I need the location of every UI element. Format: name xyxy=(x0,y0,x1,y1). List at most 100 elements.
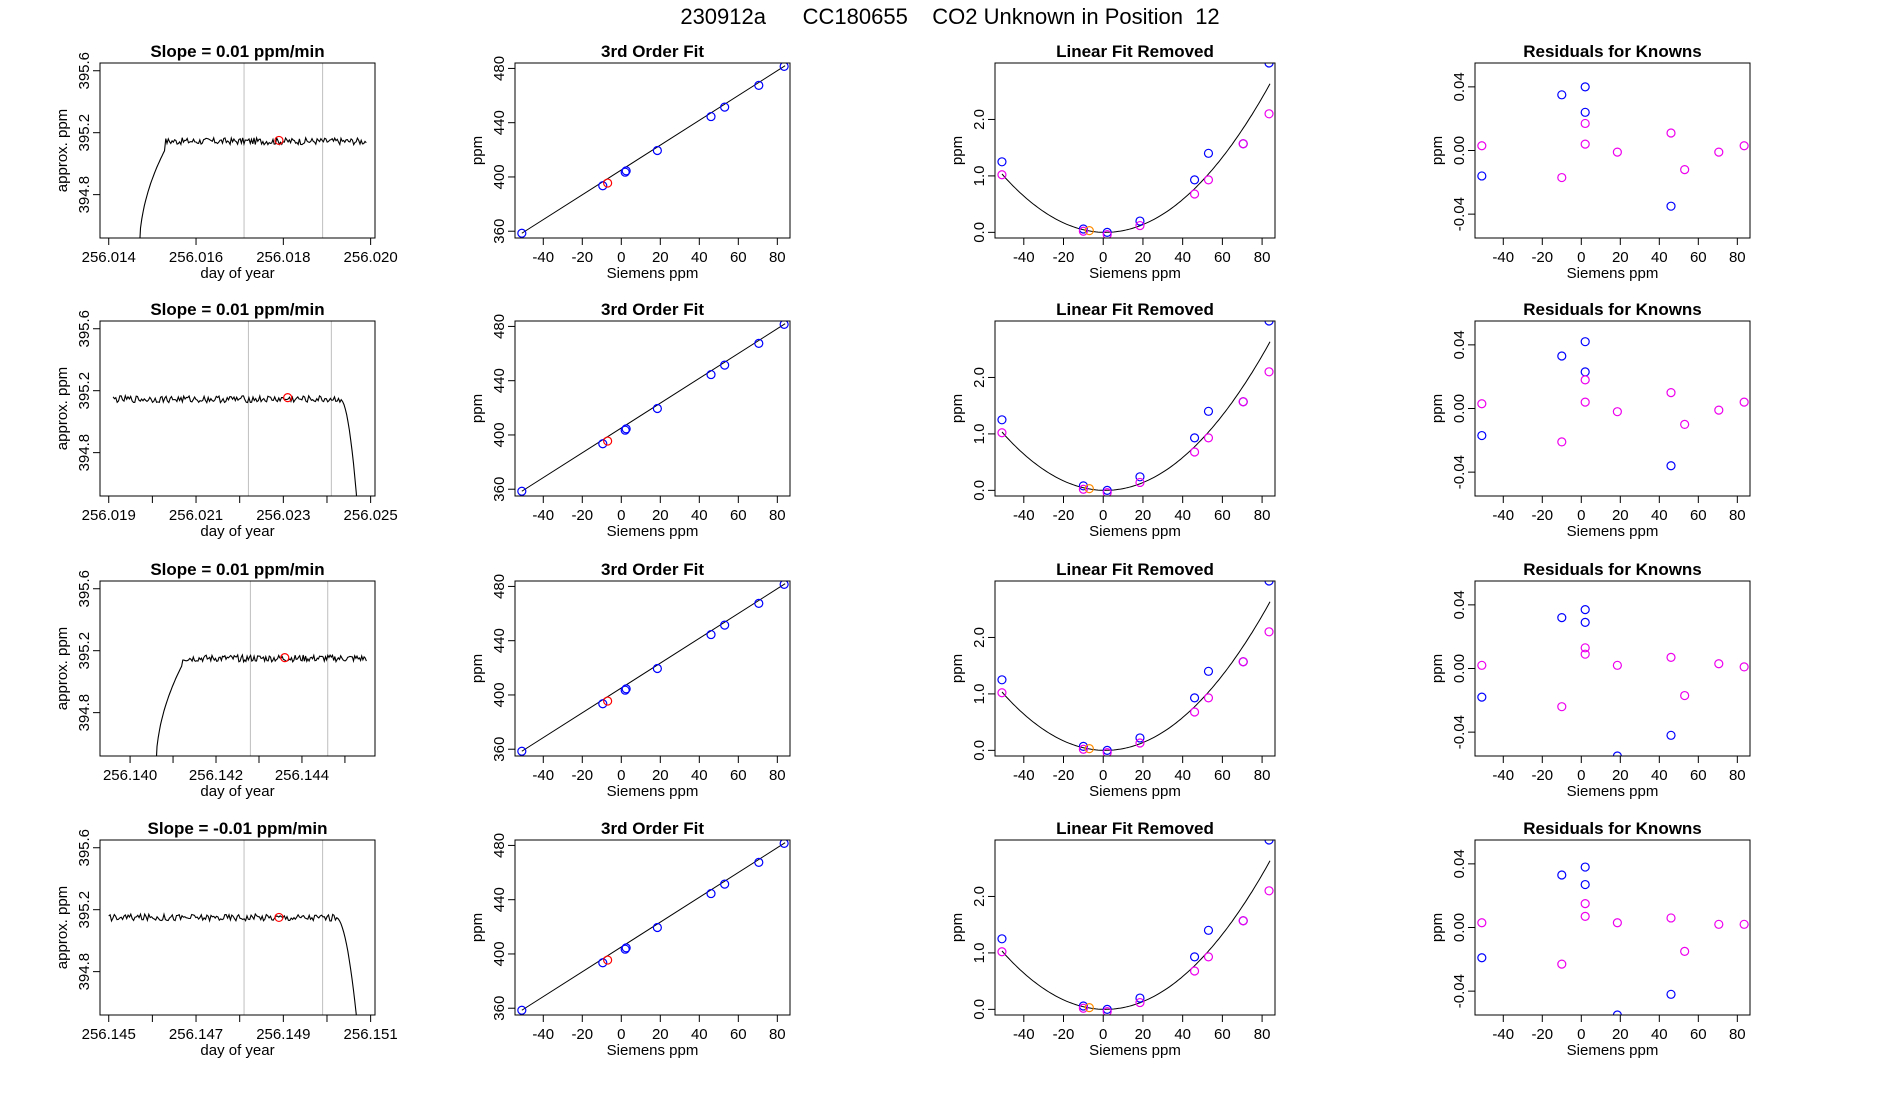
data-point-magenta xyxy=(1714,147,1724,157)
y-tick-label: 480 xyxy=(491,833,508,858)
x-tick-label: 256.020 xyxy=(344,249,398,266)
y-tick-label: 440 xyxy=(491,628,508,653)
x-tick-label: 20 xyxy=(1612,249,1629,266)
chart-title: Linear Fit Removed xyxy=(1056,819,1214,838)
plot-frame xyxy=(99,580,376,757)
x-tick-label: 40 xyxy=(1174,767,1191,784)
data-point-blue xyxy=(997,934,1007,944)
x-tick-label: 0 xyxy=(1099,767,1107,784)
data-point-blue xyxy=(720,879,730,889)
chart-title: Slope = 0.01 ppm/min xyxy=(150,42,324,61)
x-tick-label: 0 xyxy=(1577,249,1585,266)
panel-residuals-row4: Residuals for Knowns -40 -20 0 20 40 60 80 -0.04… xyxy=(1429,819,1751,1059)
chart-title: Linear Fit Removed xyxy=(1056,560,1214,579)
y-axis-label: ppm xyxy=(469,394,486,423)
data-point-blue xyxy=(1135,216,1145,226)
data-point-magenta xyxy=(1078,1003,1088,1013)
x-tick-label: 20 xyxy=(652,507,669,524)
x-tick-label: 60 xyxy=(730,249,747,266)
y-tick-label: 0.04 xyxy=(1451,590,1468,619)
data-point-magenta xyxy=(1189,707,1200,717)
x-tick-label: 256.144 xyxy=(275,767,329,784)
x-tick-label: 40 xyxy=(691,1026,708,1043)
data-point-blue xyxy=(652,403,662,414)
x-tick-label: 60 xyxy=(730,767,747,784)
y-tick-label: 440 xyxy=(491,887,508,912)
data-point-blue xyxy=(754,80,764,90)
data-point-magenta xyxy=(1102,230,1112,238)
y-tick-label: 395.2 xyxy=(76,372,93,410)
y-tick-label: 395.6 xyxy=(76,310,93,348)
y-tick-label: 1.0 xyxy=(971,942,988,963)
data-point-red xyxy=(603,436,613,446)
plot-data-layer xyxy=(155,581,367,756)
data-point-blue xyxy=(598,181,608,191)
y-tick-label: 394.8 xyxy=(76,953,93,991)
y-tick-label: 395.2 xyxy=(76,114,93,152)
data-point-magenta xyxy=(1189,447,1200,457)
data-point-magenta xyxy=(1102,488,1112,496)
data-point-magenta xyxy=(1078,226,1088,236)
x-tick-label: 80 xyxy=(1729,249,1746,266)
y-tick-label: 360 xyxy=(491,219,508,244)
data-point-blue xyxy=(1477,692,1487,702)
x-tick-label: 0 xyxy=(617,1026,625,1043)
data-point-magenta xyxy=(1238,657,1248,667)
y-tick-label: 395.6 xyxy=(76,829,93,867)
y-tick-label: 2.0 xyxy=(971,627,988,648)
ppm-trace-line xyxy=(112,393,358,496)
data-point-blue xyxy=(997,157,1007,167)
x-tick-label: 40 xyxy=(1651,767,1668,784)
x-axis-label: Siemens ppm xyxy=(1089,1042,1181,1059)
x-tick-label: 20 xyxy=(1612,507,1629,524)
chart-title: 3rd Order Fit xyxy=(601,42,704,61)
panel-linear_removed-row2: Linear Fit Removed -40 -20 0 20 40 60 80 0.0 1.0 2… xyxy=(949,300,1276,540)
x-tick-label: 256.151 xyxy=(344,1026,398,1043)
data-point-blue xyxy=(1666,989,1676,999)
x-tick-label: 256.018 xyxy=(256,249,310,266)
plot-data-layer xyxy=(108,840,357,1015)
y-tick-label: 0.04 xyxy=(1451,330,1468,359)
data-point-magenta xyxy=(1135,997,1145,1008)
y-tick-label: -0.04 xyxy=(1451,455,1468,489)
y-axis-label: ppm xyxy=(949,136,966,165)
x-axis-label: Siemens ppm xyxy=(607,523,699,540)
plot-frame xyxy=(1474,320,1751,497)
x-axis-label: Siemens ppm xyxy=(1567,265,1659,282)
data-point-blue xyxy=(1078,741,1088,752)
data-point-blue xyxy=(1189,175,1200,185)
y-tick-label: 2.0 xyxy=(971,367,988,388)
data-point-blue xyxy=(1078,481,1088,491)
panel-linear_removed-row3: Linear Fit Removed -40 -20 0 20 40 60 80 0.0 1.0 2… xyxy=(949,560,1276,800)
data-point-blue xyxy=(1580,367,1590,377)
data-point-magenta xyxy=(1612,918,1622,928)
data-point-magenta xyxy=(1203,175,1214,185)
data-point-blue xyxy=(598,958,608,968)
sample-marker-point xyxy=(280,653,290,663)
x-tick-label: -20 xyxy=(1053,767,1075,784)
x-tick-label: -40 xyxy=(532,767,554,784)
y-axis-label: ppm xyxy=(1429,913,1446,942)
x-tick-label: -40 xyxy=(1013,249,1035,266)
panel-linear_removed-row4: Linear Fit Removed -40 -20 0 20 40 60 80 0.0 1.0 2… xyxy=(949,819,1276,1059)
data-point-magenta xyxy=(997,170,1007,180)
y-tick-label: 0.00 xyxy=(1451,136,1468,165)
data-point-magenta xyxy=(1739,397,1749,407)
data-point-blue xyxy=(706,111,716,122)
plot-data-layer xyxy=(997,321,1274,496)
plot-frame xyxy=(514,320,791,497)
data-point-magenta xyxy=(1557,959,1567,969)
data-point-magenta xyxy=(1680,946,1690,956)
data-point-blue xyxy=(1477,953,1487,963)
data-point-magenta xyxy=(1264,886,1274,896)
y-axis-label: ppm xyxy=(469,136,486,165)
x-tick-label: -40 xyxy=(1013,1026,1035,1043)
x-tick-label: 0 xyxy=(1099,1026,1107,1043)
panel-linear_removed-row1: Linear Fit Removed -40 -20 0 20 40 60 80 0.0 1.0 2… xyxy=(949,42,1276,282)
data-point-orange xyxy=(1084,744,1094,754)
panel-fit-row2: 3rd Order Fit -40 -20 0 20 40 60 80 360 400 440 480… xyxy=(469,300,791,540)
data-point-blue xyxy=(1264,63,1274,68)
data-point-blue xyxy=(621,166,631,176)
data-point-blue xyxy=(517,1005,527,1015)
